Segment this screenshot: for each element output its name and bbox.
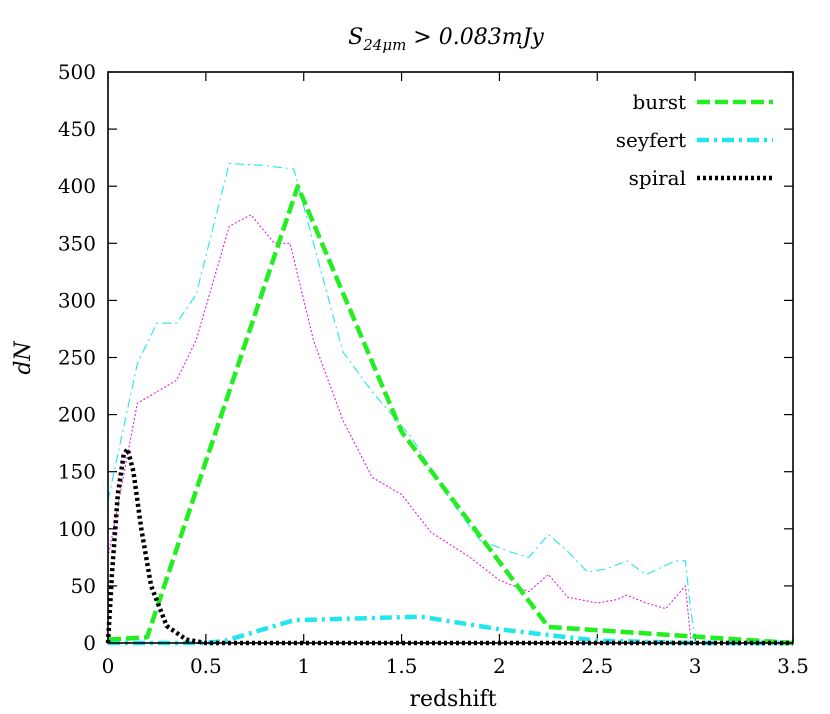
plot-frame [107,71,794,644]
series-group [105,162,794,646]
x-tick-label: 0 [102,654,115,678]
x-tick-label: 2.5 [581,654,613,678]
x-tick-label: 1.5 [386,654,418,678]
chart-title-rest: > 0.083mJy [406,25,544,50]
legend-label-spiral: spiral [629,166,686,190]
y-tick-label: 450 [58,117,96,141]
series-line-total-thin-dashdot [107,162,696,644]
x-tick-label: 2 [493,654,506,678]
y-tick-label: 300 [58,288,96,312]
y-tick-label: 100 [58,517,96,541]
series-line-burst [107,183,794,646]
y-tick-label: 350 [58,231,96,255]
y-tick-label: 500 [58,60,96,84]
y-tick-label: 250 [58,346,96,370]
y-axis-label: dN [11,341,36,375]
axis-ticks [107,71,794,644]
legend: burst seyfert spiral [616,90,773,190]
tick-labels: 0 50 100 150 200 250 300 350 400 450 500 0 0.5 1 1.5 2 2… [58,60,809,678]
legend-label-seyfert: seyfert [616,128,686,152]
y-tick-label: 400 [58,174,96,198]
y-tick-label: 50 [71,574,96,598]
legend-label-burst: burst [632,90,686,114]
y-tick-label: 150 [58,460,96,484]
x-tick-label: 1 [297,654,310,678]
x-axis-label: redshift [409,687,496,712]
x-tick-label: 0.5 [190,654,222,678]
chart-title-subscript: 24μm [362,36,406,54]
series-line-total-thin-dotted [107,214,692,644]
x-tick-label: 3.5 [777,654,809,678]
series-line-spiral [105,446,793,646]
chart-title: S24μm > 0.083mJy [348,25,544,54]
y-tick-label: 200 [58,403,96,427]
chart-title-main: S [348,25,363,50]
x-tick-label: 3 [689,654,702,678]
y-tick-label: 0 [83,631,96,655]
